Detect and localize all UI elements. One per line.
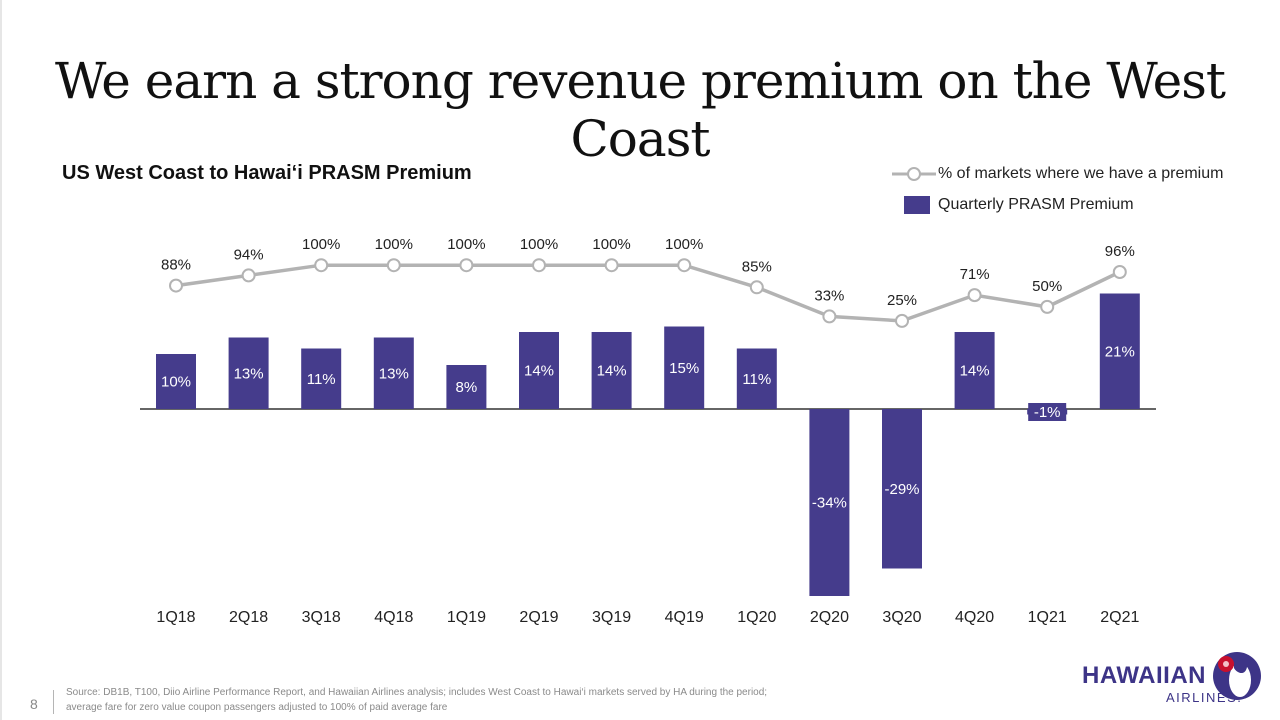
legend-bar-swatch-icon — [904, 196, 930, 214]
line-label-2Q20: 33% — [814, 287, 844, 304]
x-tick-1Q18: 1Q18 — [156, 609, 195, 626]
bar-label-3Q18: 11% — [307, 371, 336, 388]
line-label-4Q20: 71% — [960, 266, 990, 283]
x-tick-2Q20: 2Q20 — [810, 609, 849, 626]
bar-label-2Q20: -34% — [812, 495, 847, 512]
line-point-3Q19 — [604, 258, 619, 273]
line-label-2Q19: 100% — [520, 236, 558, 253]
bar-1Q20 — [736, 348, 777, 409]
line-label-1Q19: 100% — [447, 236, 485, 253]
hawaiian-airlines-logo: HAWAIIAN AIRLINES. — [1082, 650, 1262, 706]
bar-1Q19 — [446, 365, 487, 409]
bar-4Q19 — [664, 326, 705, 409]
source-note: Source: DB1B, T100, Diio Airline Perform… — [66, 685, 866, 715]
x-tick-3Q20: 3Q20 — [882, 609, 921, 626]
legend-item-bar: Quarterly PRASM Premium — [892, 191, 1223, 219]
line-label-2Q21: 96% — [1105, 243, 1135, 260]
x-tick-3Q18: 3Q18 — [302, 609, 341, 626]
legend-item-line: % of markets where we have a premium — [892, 160, 1223, 188]
bar-4Q18 — [373, 337, 414, 409]
legend-line-label: % of markets where we have a premium — [938, 165, 1224, 182]
x-tick-4Q20: 4Q20 — [955, 609, 994, 626]
bar-label-3Q20: -29% — [884, 481, 919, 498]
bar-label-2Q21: 21% — [1105, 343, 1135, 360]
source-note-line-1: Source: DB1B, T100, Diio Airline Perform… — [66, 687, 768, 698]
line-point-2Q18 — [241, 268, 256, 283]
chart-legend: % of markets where we have a premium Qua… — [892, 160, 1223, 219]
line-label-1Q21: 50% — [1032, 278, 1062, 295]
line-point-3Q20 — [895, 313, 909, 328]
legend-line-marker-icon — [892, 167, 936, 181]
x-tick-1Q19: 1Q19 — [447, 609, 486, 626]
bar-label-1Q20: 11% — [742, 371, 771, 388]
line-point-1Q21 — [1040, 299, 1055, 314]
x-tick-4Q18: 4Q18 — [374, 609, 413, 626]
bar-1Q18 — [156, 354, 196, 409]
bar-2Q18 — [228, 337, 269, 409]
source-note-line-2: average fare for zero value coupon passe… — [66, 702, 448, 713]
bar-2Q19 — [519, 332, 559, 409]
bar-2Q20 — [809, 409, 850, 596]
x-tick-2Q19: 2Q19 — [519, 609, 558, 626]
bar-label-4Q20: 14% — [960, 363, 990, 380]
line-point-1Q20 — [749, 280, 764, 295]
bar-2Q21 — [1099, 293, 1140, 409]
bar-label-3Q19: 14% — [597, 363, 627, 380]
logo-wordmark: HAWAIIAN — [1082, 662, 1206, 689]
legend-bar-label: Quarterly PRASM Premium — [938, 196, 1134, 213]
x-tick-3Q19: 3Q19 — [592, 609, 631, 626]
page-number: 8 — [30, 696, 38, 712]
line-label-3Q18: 100% — [302, 236, 340, 253]
line-label-1Q18: 88% — [161, 257, 191, 274]
bar-label-bg-1Q21 — [1028, 403, 1067, 421]
line-label-4Q18: 100% — [375, 236, 413, 253]
slide-left-border — [0, 0, 2, 720]
line-point-4Q20 — [967, 288, 982, 303]
line-point-1Q19 — [459, 258, 474, 273]
bar-3Q19 — [591, 332, 632, 409]
line-point-2Q20 — [822, 309, 837, 324]
bar-3Q20 — [882, 409, 922, 569]
x-tick-2Q18: 2Q18 — [229, 609, 268, 626]
line-point-3Q18 — [314, 258, 329, 273]
bar-label-1Q19: 8% — [456, 379, 478, 396]
line-point-2Q21 — [1112, 265, 1127, 279]
line-label-3Q20: 25% — [887, 292, 917, 309]
x-tick-2Q21: 2Q21 — [1100, 609, 1139, 626]
line-point-2Q19 — [532, 258, 546, 273]
x-tick-1Q20: 1Q20 — [737, 609, 776, 626]
line-point-4Q19 — [677, 258, 692, 273]
bar-4Q20 — [954, 332, 995, 409]
bar-label-1Q18: 10% — [161, 374, 191, 391]
chart-title: US West Coast to Hawai‘i PRASM Premium — [62, 162, 472, 184]
line-label-1Q20: 85% — [742, 258, 772, 275]
bar-label-2Q18: 13% — [234, 365, 264, 382]
x-tick-4Q19: 4Q19 — [665, 609, 704, 626]
slide-title: We earn a strong revenue premium on the … — [54, 52, 1226, 168]
bar-3Q18 — [301, 348, 342, 409]
pualani-logo-icon — [1213, 652, 1261, 700]
line-label-3Q19: 100% — [592, 236, 630, 253]
footer-divider — [53, 690, 54, 714]
line-point-4Q18 — [386, 258, 401, 273]
x-tick-1Q21: 1Q21 — [1028, 609, 1067, 626]
bar-label-4Q19: 15% — [669, 360, 699, 377]
bar-label-4Q18: 13% — [379, 365, 409, 382]
bar-label-1Q21: -1% — [1034, 404, 1061, 421]
line-label-4Q19: 100% — [665, 236, 703, 253]
line-point-1Q18 — [169, 278, 183, 293]
premium-markets-line — [175, 263, 1121, 323]
line-label-2Q18: 94% — [234, 246, 264, 263]
bar-label-2Q19: 14% — [524, 363, 554, 380]
